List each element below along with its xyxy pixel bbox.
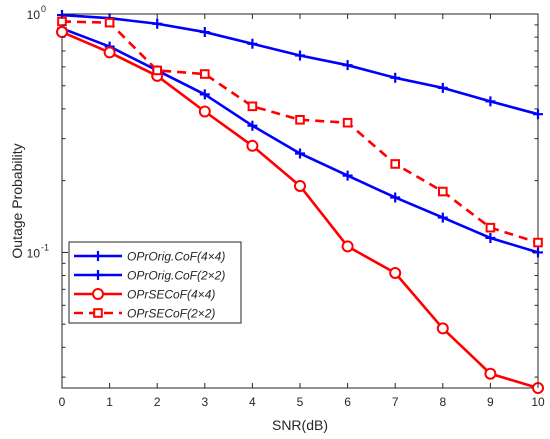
x-tick-label: 3 <box>201 395 208 409</box>
data-point-marker <box>295 148 305 159</box>
data-point-marker <box>246 139 259 152</box>
x-tick-label: 10 <box>531 395 545 409</box>
data-point-marker <box>342 170 353 181</box>
data-point-marker <box>103 46 116 59</box>
x-tick-label: 7 <box>392 395 399 409</box>
series-2 <box>56 26 544 394</box>
legend-marker <box>92 288 104 300</box>
data-point-marker <box>295 114 305 125</box>
legend-label: OPrSECoF(4×4) <box>127 288 215 302</box>
x-tick-label: 9 <box>487 395 494 409</box>
data-point-marker <box>198 105 211 118</box>
data-point-marker <box>533 109 543 120</box>
data-point-marker <box>247 38 258 49</box>
x-tick-label: 4 <box>249 395 256 409</box>
data-point-marker <box>437 82 448 93</box>
legend-marker <box>93 251 103 261</box>
data-point-marker <box>342 60 353 71</box>
data-point-marker <box>485 222 496 233</box>
y-tick-label-exponent: 0 <box>41 4 46 14</box>
x-tick-label: 1 <box>106 395 113 409</box>
data-point-marker <box>152 65 162 76</box>
x-tick-label: 5 <box>297 395 304 409</box>
data-point-marker <box>199 89 210 100</box>
data-point-marker <box>295 50 305 61</box>
legend-label: OPrOrig.CoF(2×2) <box>127 269 225 283</box>
data-point-marker <box>438 186 448 197</box>
legend-label: OPrOrig.CoF(4×4) <box>127 250 225 264</box>
data-point-marker <box>199 27 210 38</box>
legend-item: OPrSECoF(4×4) <box>74 288 215 302</box>
y-tick-label-exponent: -1 <box>41 242 49 252</box>
data-point-marker <box>342 117 353 128</box>
data-point-marker <box>390 72 401 83</box>
legend-marker <box>93 270 103 280</box>
data-point-marker <box>104 17 115 28</box>
data-point-marker <box>437 212 448 223</box>
data-point-marker <box>247 120 258 131</box>
data-point-marker <box>56 26 68 39</box>
legend-item: OPrSECoF(2×2) <box>74 307 215 321</box>
x-tick-label: 0 <box>59 395 66 409</box>
data-point-marker <box>485 96 496 107</box>
legend-item: OPrOrig.CoF(4×4) <box>74 250 225 264</box>
x-tick-label: 2 <box>154 395 161 409</box>
series-line <box>61 20 539 244</box>
legend: OPrOrig.CoF(4×4) OPrOrig.CoF(2×2) OPrSECoF… <box>68 241 242 324</box>
series-0 <box>57 10 543 120</box>
legend-marker <box>93 308 103 318</box>
data-point-marker <box>390 192 401 203</box>
y-tick-label: 10 <box>27 246 41 260</box>
plot-area <box>61 13 539 389</box>
data-point-marker <box>484 367 497 380</box>
data-point-marker <box>247 101 258 112</box>
data-point-marker <box>390 159 400 169</box>
data-point-marker <box>533 237 543 248</box>
x-axis-label: SNR(dB) <box>272 417 328 433</box>
data-point-marker <box>294 179 306 192</box>
x-tick-label: 8 <box>439 395 446 409</box>
y-tick-label: 10 <box>27 8 41 22</box>
series-layer <box>56 10 544 394</box>
x-tick-label: 6 <box>344 395 351 409</box>
legend-item: OPrOrig.CoF(2×2) <box>74 269 225 283</box>
data-point-marker <box>152 18 163 29</box>
data-point-marker <box>341 240 354 253</box>
y-axis-label: Outage Probability <box>9 143 25 258</box>
data-point-marker <box>389 266 402 279</box>
data-point-marker <box>200 69 210 79</box>
data-point-marker <box>485 232 496 243</box>
legend-label: OPrSECoF(2×2) <box>127 307 215 321</box>
data-point-marker <box>436 322 449 335</box>
